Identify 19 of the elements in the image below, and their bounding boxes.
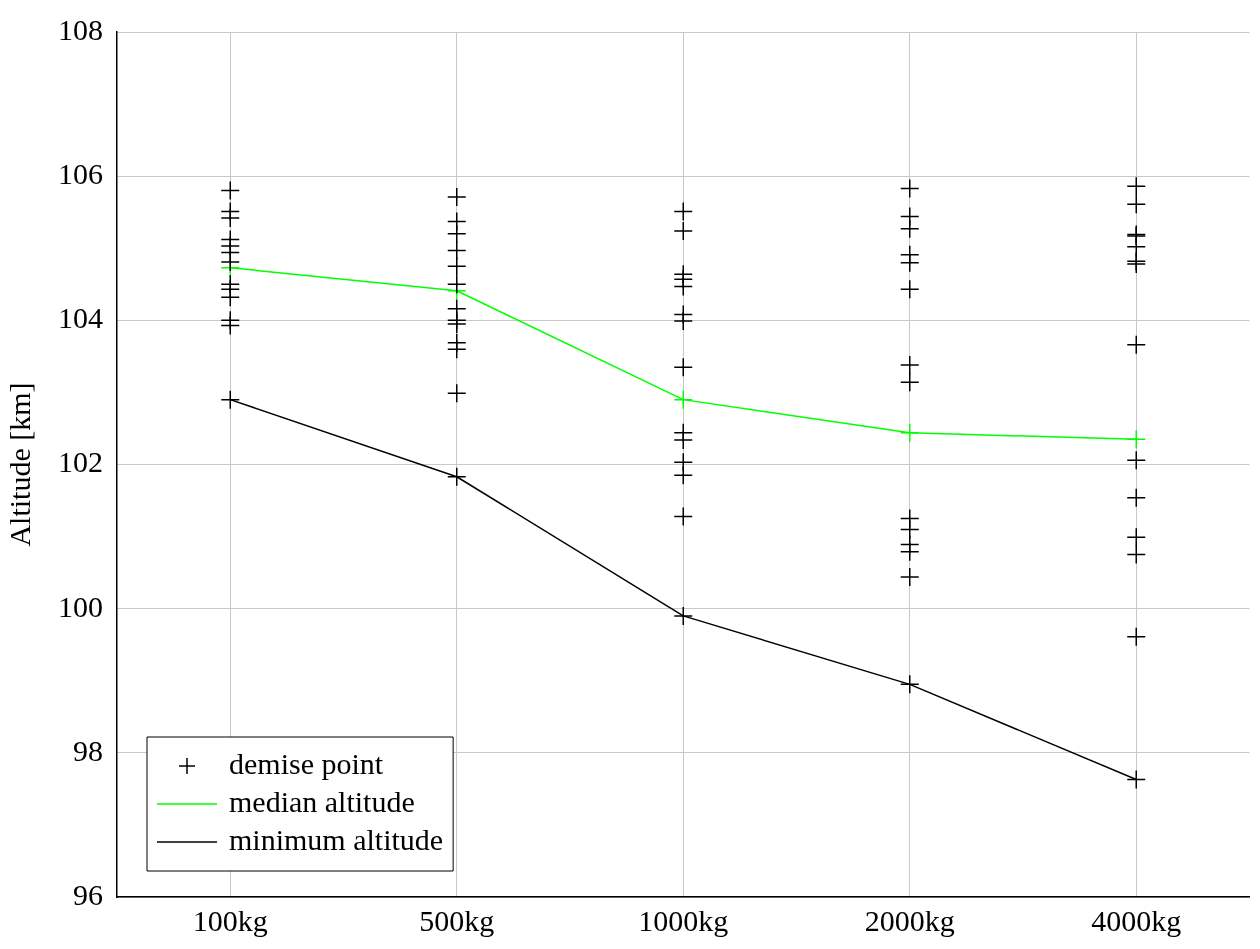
point bbox=[900, 423, 920, 443]
y-axis-title: Altitude [km] bbox=[2, 382, 36, 547]
y-tick-label: 102 bbox=[58, 445, 103, 479]
x-tick-label: 4000kg bbox=[1091, 903, 1182, 937]
x-tick-label: 2000kg bbox=[864, 903, 955, 937]
legend-label: median altitude bbox=[229, 784, 415, 818]
y-tick-label: 106 bbox=[58, 157, 103, 191]
point bbox=[1126, 429, 1146, 450]
x-tick-label: 100kg bbox=[192, 903, 268, 937]
y-tick-label: 104 bbox=[58, 301, 103, 335]
x-tick-label: 500kg bbox=[419, 903, 495, 937]
y-tick-label: 98 bbox=[73, 733, 103, 767]
x-tick-label: 1000kg bbox=[638, 903, 729, 937]
y-tick-label: 100 bbox=[58, 589, 103, 623]
legend-label: demise point bbox=[229, 746, 384, 780]
legend-label: minimum altitude bbox=[229, 822, 444, 856]
y-tick-label: 108 bbox=[58, 12, 103, 46]
y-tick-label: 96 bbox=[73, 877, 103, 911]
point bbox=[673, 389, 693, 410]
